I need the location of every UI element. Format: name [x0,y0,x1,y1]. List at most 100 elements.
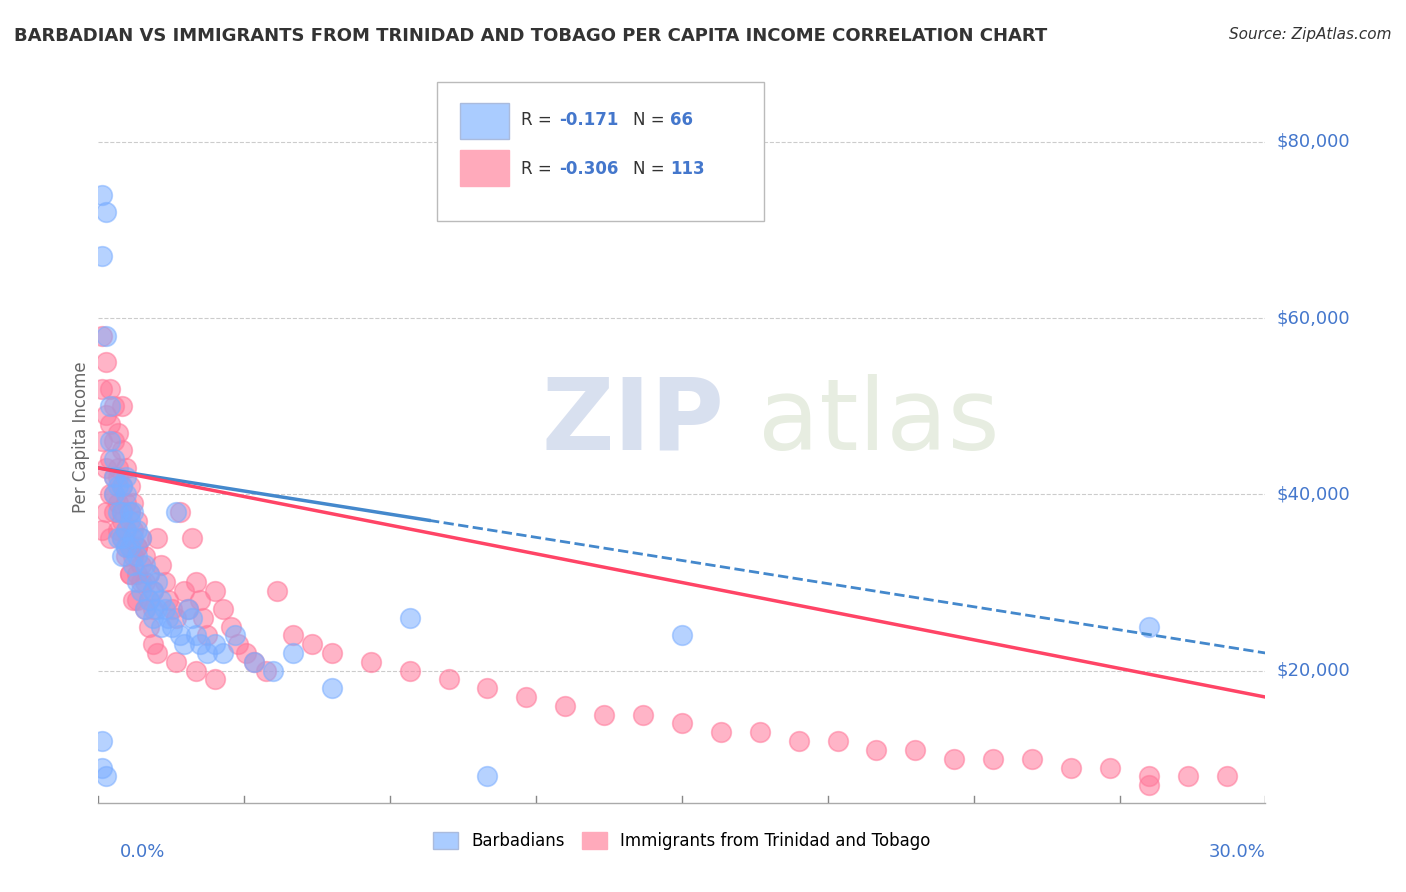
Point [103,469,125,483]
Text: N =: N = [633,112,669,129]
Point [96,328,118,343]
Point [212,646,235,660]
Point [103,469,125,483]
Point [118,505,141,519]
Point [91,187,114,202]
Y-axis label: Per Capita Income: Per Capita Income [72,361,90,513]
Point [107,469,129,483]
Point [146,575,169,590]
Point [111,443,134,458]
Point [114,540,136,554]
Point [193,611,215,625]
FancyBboxPatch shape [460,151,509,186]
Point [111,399,134,413]
Point [204,584,226,599]
Point [118,505,141,519]
Point [149,558,172,572]
Point [129,558,152,572]
Point [134,602,156,616]
Point [142,584,165,599]
Point [262,664,284,678]
Point [671,628,693,642]
Point [118,478,141,492]
Point [107,505,129,519]
Point [1215,769,1237,783]
Point [107,425,129,440]
Point [114,523,136,537]
Point [111,505,134,519]
Point [1060,760,1083,774]
Point [165,611,187,625]
Point [153,602,176,616]
Point [118,566,141,581]
FancyBboxPatch shape [460,103,509,138]
Point [107,461,129,475]
Point [169,505,191,519]
Point [129,575,152,590]
Point [180,532,202,546]
Point [107,523,129,537]
Point [111,532,134,546]
Text: $40,000: $40,000 [1277,485,1350,503]
Point [281,646,304,660]
Point [710,725,733,739]
Point [437,673,460,687]
Text: N =: N = [633,160,669,178]
Point [122,593,145,607]
Point [114,523,136,537]
Point [188,637,211,651]
Point [254,664,277,678]
Point [122,549,145,563]
Point [127,566,149,581]
Point [142,637,165,651]
Point [138,593,160,607]
Point [142,602,165,616]
Point [118,540,141,554]
Point [146,646,169,660]
Point [103,487,125,501]
Point [243,655,266,669]
Point [195,646,218,660]
Point [748,725,770,739]
Point [169,628,191,642]
Point [107,496,129,510]
Point [98,399,121,413]
Point [127,514,149,528]
Point [98,382,121,396]
Point [146,532,169,546]
Point [122,496,145,510]
Point [96,461,118,475]
Point [96,769,118,783]
Text: R =: R = [520,160,557,178]
Point [235,646,257,660]
Point [127,593,149,607]
Point [122,532,145,546]
Point [111,532,134,546]
Point [127,549,149,563]
Point [477,769,499,783]
Point [118,566,141,581]
Point [177,602,200,616]
Point [184,575,207,590]
Point [91,434,114,449]
Point [114,461,136,475]
FancyBboxPatch shape [437,82,763,221]
Point [107,478,129,492]
Text: 30.0%: 30.0% [1209,843,1265,861]
Point [138,566,160,581]
Point [111,505,134,519]
Point [91,382,114,396]
Point [138,566,160,581]
Point [398,611,420,625]
Point [1098,760,1121,774]
Text: 113: 113 [671,160,704,178]
Point [127,523,149,537]
Point [195,628,218,642]
Point [111,478,134,492]
Point [149,593,172,607]
Point [184,664,207,678]
Point [122,523,145,537]
Point [228,637,250,651]
Text: -0.171: -0.171 [560,112,619,129]
Point [118,540,141,554]
